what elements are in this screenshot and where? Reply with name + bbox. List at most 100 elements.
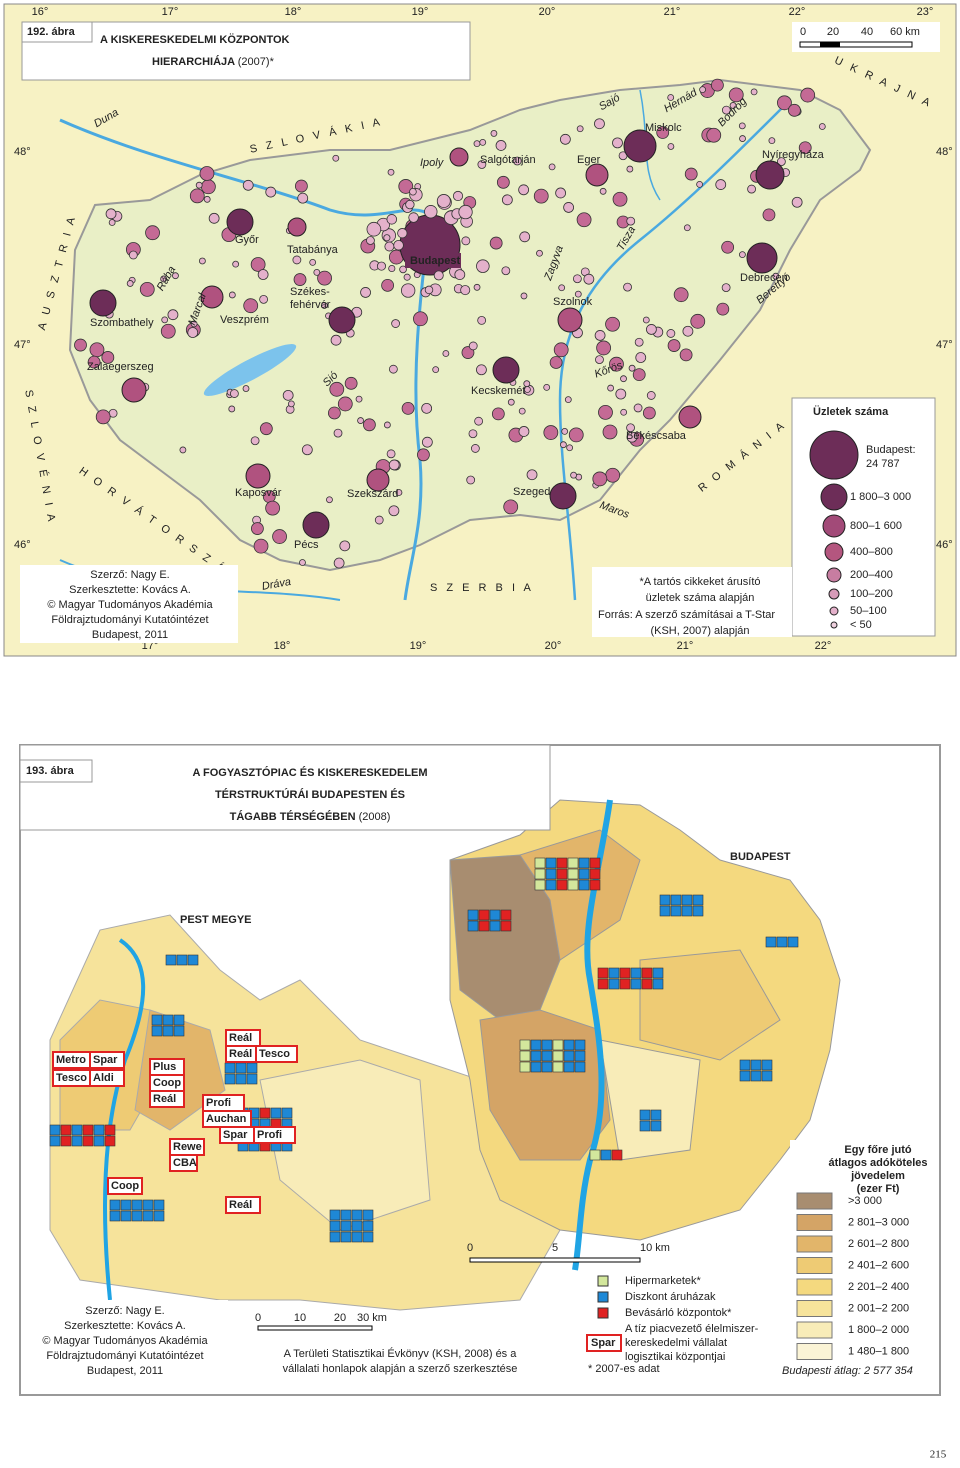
store-symbol bbox=[739, 1059, 751, 1071]
settlement-circle bbox=[299, 559, 306, 566]
latitude-label: 46° bbox=[14, 539, 31, 551]
settlement-circle bbox=[533, 188, 549, 204]
legend-label: >3 000 bbox=[848, 1195, 882, 1207]
settlement-circle bbox=[294, 179, 308, 193]
legend-label: 400–800 bbox=[850, 546, 893, 558]
legend-swatch bbox=[796, 1321, 833, 1339]
settlement-circle bbox=[476, 259, 490, 273]
legend-swatch bbox=[597, 1307, 609, 1319]
settlement-circle bbox=[272, 529, 287, 544]
legend-label: 1 800–3 000 bbox=[850, 491, 911, 503]
credits-box bbox=[20, 565, 238, 643]
store-symbol bbox=[556, 857, 568, 869]
figure-number: 193. ábra bbox=[26, 765, 75, 777]
store-symbol bbox=[329, 1231, 341, 1243]
settlement-circle bbox=[468, 429, 478, 439]
legend-label: 2 801–3 000 bbox=[848, 1216, 909, 1228]
settlement-circle bbox=[776, 157, 786, 167]
settlement-circle bbox=[344, 376, 358, 390]
longitude-label: 22° bbox=[789, 6, 806, 18]
store-symbol bbox=[552, 1061, 564, 1073]
store-symbol bbox=[151, 1014, 163, 1026]
settlement-circle bbox=[400, 283, 416, 298]
settlement-circle bbox=[301, 444, 313, 456]
settlement-circle bbox=[768, 137, 776, 145]
page-number: 215 bbox=[930, 1449, 947, 1461]
settlement-circle bbox=[381, 278, 395, 292]
latitude-label: 46° bbox=[936, 539, 953, 551]
settlement-circle bbox=[160, 275, 168, 283]
chain-label: Reál bbox=[153, 1093, 176, 1105]
river-label: Dráva bbox=[261, 576, 292, 593]
settlement-circle bbox=[673, 287, 689, 303]
store-symbol bbox=[556, 868, 568, 880]
settlement-circle bbox=[250, 522, 264, 535]
settlement-circle bbox=[710, 78, 724, 92]
legend-swatch bbox=[597, 1275, 609, 1287]
settlement-circle bbox=[362, 418, 376, 432]
settlement-circle bbox=[633, 403, 643, 413]
legend-label: logisztikai központjai bbox=[625, 1351, 725, 1363]
chain-label: Metro bbox=[56, 1054, 86, 1066]
settlement-circle bbox=[690, 313, 706, 329]
settlement-circle bbox=[87, 355, 101, 369]
settlement-circle bbox=[553, 342, 569, 358]
store-symbol bbox=[639, 1109, 651, 1121]
chain-label: Aldi bbox=[93, 1072, 114, 1084]
store-symbol bbox=[545, 879, 557, 891]
store-symbol bbox=[750, 1059, 762, 1071]
credit: Budapest, 2011 bbox=[92, 629, 168, 641]
store-symbol bbox=[534, 868, 546, 880]
settlement-circle bbox=[317, 270, 332, 286]
settlement-circle bbox=[501, 194, 513, 206]
center-circle bbox=[549, 482, 577, 510]
store-symbol bbox=[589, 1149, 601, 1161]
store-symbol bbox=[362, 1209, 374, 1221]
settlement-circle bbox=[628, 364, 636, 372]
settlement-circle bbox=[357, 417, 364, 424]
store-symbol bbox=[131, 1199, 143, 1211]
settlement-circle bbox=[642, 316, 650, 324]
settlement-circle bbox=[200, 179, 216, 195]
center-circle bbox=[302, 511, 330, 539]
legend-label: 2 201–2 400 bbox=[848, 1281, 909, 1293]
scale-label: 20 bbox=[827, 26, 839, 38]
store-symbol bbox=[574, 1061, 586, 1073]
store-symbol bbox=[153, 1210, 165, 1222]
chain-label: Reál bbox=[229, 1032, 252, 1044]
store-symbol bbox=[787, 936, 799, 948]
budapest-label-box bbox=[405, 253, 461, 268]
store-symbol bbox=[545, 868, 557, 880]
chain-label: Profi bbox=[257, 1129, 282, 1141]
store-symbol bbox=[608, 967, 620, 979]
settlement-circle bbox=[747, 184, 756, 194]
settlement-circle bbox=[666, 329, 676, 338]
settlement-circle bbox=[179, 446, 187, 454]
settlement-circle bbox=[574, 290, 582, 298]
settlement-circle bbox=[139, 281, 155, 297]
store-symbol bbox=[541, 1039, 553, 1051]
settlement-circle bbox=[716, 302, 730, 316]
chain-label: Tesco bbox=[259, 1048, 290, 1060]
legend-swatch bbox=[796, 1300, 833, 1317]
settlement-circle bbox=[558, 284, 566, 292]
settlement-circle bbox=[626, 431, 638, 443]
settlement-circle bbox=[189, 188, 205, 204]
settlement-circle bbox=[682, 325, 694, 337]
store-symbol bbox=[489, 909, 501, 921]
settlement-circle bbox=[458, 204, 473, 220]
bp-district bbox=[639, 949, 781, 1061]
settlement-circle bbox=[386, 214, 398, 225]
store-symbol bbox=[600, 1149, 612, 1161]
store-symbol bbox=[246, 1073, 258, 1085]
legend-circle bbox=[824, 542, 844, 562]
city-label: Székes- bbox=[290, 286, 330, 298]
settlement-circle bbox=[161, 316, 169, 324]
store-symbol bbox=[351, 1209, 363, 1221]
settlement-circle bbox=[721, 240, 735, 254]
city-label: Zalaegerszeg bbox=[87, 361, 154, 373]
settlement-circle bbox=[576, 125, 584, 133]
settlement-circle bbox=[518, 407, 526, 415]
settlement-circle bbox=[626, 165, 634, 173]
